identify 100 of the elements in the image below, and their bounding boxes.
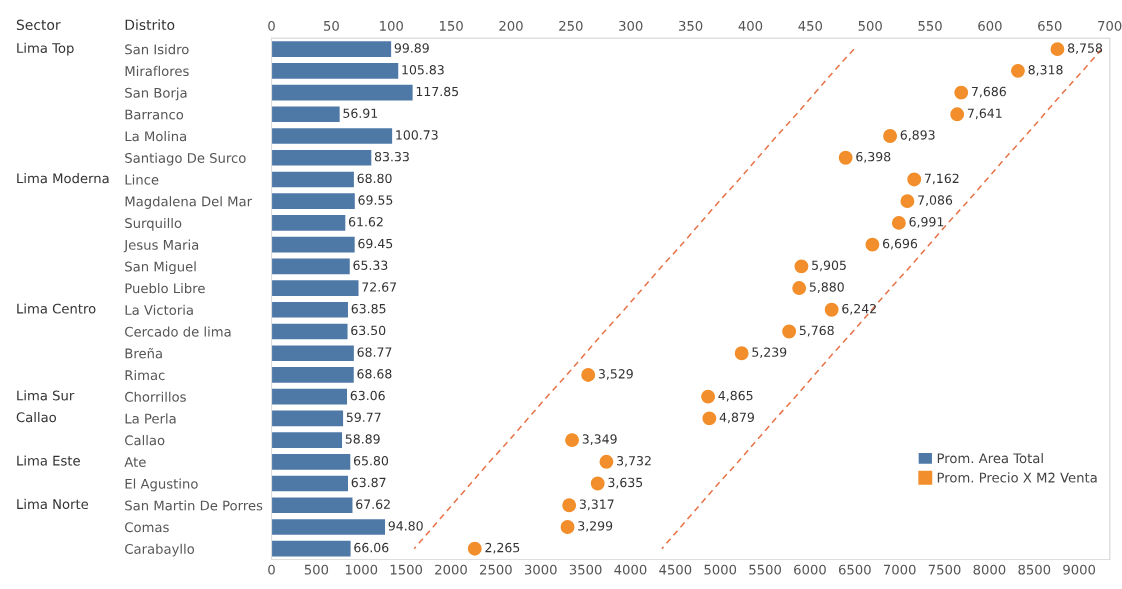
data-label: 4,879 <box>719 412 754 424</box>
data-label: 8,318 <box>1028 65 1063 76</box>
data-label: 6,696 <box>882 238 918 250</box>
text: Lima Sur <box>17 390 75 401</box>
x-tick-label: 1000 <box>345 564 378 575</box>
y-tick-label: Comas <box>125 522 169 533</box>
point <box>702 411 717 426</box>
y-tick-label: San Borja <box>125 87 187 101</box>
legend-label: Prom. Area Total <box>937 452 1043 464</box>
x2-tick-label: 350 <box>679 20 703 31</box>
data-label: 67.62 <box>356 499 390 509</box>
x2-tick-label: 600 <box>978 20 1002 31</box>
x2-tick-label: 500 <box>858 20 882 31</box>
data-label: 59.77 <box>346 412 381 422</box>
y-tick-label: Miraflores <box>125 65 189 77</box>
point <box>701 389 716 404</box>
y-tick-label: Pueblo Libre <box>125 283 205 294</box>
x-tick-label: 7500 <box>928 564 961 575</box>
point <box>581 367 596 382</box>
data-label: 83.33 <box>374 151 409 162</box>
point <box>562 498 577 513</box>
point <box>1011 63 1025 78</box>
y-tick-label: Callao <box>125 435 165 446</box>
text: Sector <box>16 19 61 31</box>
data-label: 65.33 <box>353 260 388 270</box>
x2-tick-label: 150 <box>439 20 463 31</box>
data-label: 3,317 <box>579 499 614 511</box>
data-label: 7,086 <box>918 195 953 207</box>
data-label: 68.68 <box>357 369 392 379</box>
x2-tick-label: 700 <box>1098 20 1122 31</box>
point <box>900 194 915 209</box>
point <box>794 259 809 274</box>
data-label: 3,635 <box>608 477 643 489</box>
y-tick-label: Chorrillos <box>125 391 186 402</box>
y-tick-label: La Victoria <box>125 304 193 315</box>
data-label: 7,686 <box>971 86 1006 98</box>
point <box>838 150 853 165</box>
data-label: 72.67 <box>362 282 397 292</box>
data-label: 99.89 <box>394 43 429 53</box>
data-label: 3,732 <box>617 455 651 467</box>
data-label: 6,991 <box>909 217 944 228</box>
data-label: 63.85 <box>351 303 386 314</box>
y-tick-label: Lince <box>125 174 159 185</box>
data-label: 94.80 <box>388 521 423 531</box>
x-tick-label: 3500 <box>569 564 602 575</box>
data-label: 6,398 <box>856 151 891 163</box>
legend-label: Prom. Precio X M2 Venta <box>937 472 1097 483</box>
point <box>1050 42 1065 57</box>
y-tick-label: San Isidro <box>125 44 189 55</box>
x-tick-label: 6000 <box>794 564 826 575</box>
data-label: 58.89 <box>345 434 380 444</box>
x-tick-label: 2000 <box>435 564 467 575</box>
y-tick-label: Surquillo <box>125 217 182 231</box>
data-label: 100.73 <box>396 130 438 140</box>
x-tick-label: 7000 <box>883 564 916 575</box>
data-label: 3,299 <box>578 521 613 532</box>
x-tick-label: 2500 <box>480 564 512 575</box>
y-tick-label: Cercado de lima <box>125 326 231 337</box>
x-tick-label: 3000 <box>524 564 557 575</box>
data-label: 6,893 <box>900 130 935 141</box>
point <box>865 237 880 252</box>
x2-tick-label: 550 <box>918 20 942 31</box>
text: Distrito <box>125 19 175 31</box>
y-tick-label: Barranco <box>125 109 184 120</box>
y-tick-label: La Perla <box>125 413 176 424</box>
point <box>792 281 807 296</box>
point <box>599 454 614 469</box>
x-tick-label: 9000 <box>1063 564 1096 575</box>
y-tick-label: San Miguel <box>125 261 196 275</box>
text: Lima Este <box>17 455 80 466</box>
data-label: 105.83 <box>402 65 444 75</box>
text: Lima Centro <box>17 303 96 314</box>
text: Lima Moderna <box>17 173 109 184</box>
data-label: 5,768 <box>799 325 834 337</box>
point <box>560 520 575 534</box>
x2-tick-label: 200 <box>499 20 523 31</box>
data-label: 8,758 <box>1068 43 1103 55</box>
y-tick-label: Jesus Maria <box>123 239 199 253</box>
x2-tick-label: 300 <box>619 20 643 31</box>
x2-tick-label: 450 <box>798 20 823 31</box>
point <box>907 172 922 187</box>
data-label: 63.06 <box>350 390 385 401</box>
x2-tick-label: 400 <box>738 20 763 31</box>
data-label: 5,239 <box>752 347 787 359</box>
data-label: 117.85 <box>416 86 459 97</box>
y-tick-label: Magdalena Del Mar <box>125 196 253 209</box>
y-tick-label: La Molina <box>125 131 186 142</box>
x-tick-label: 0 <box>268 564 275 575</box>
data-label: 69.45 <box>358 238 393 249</box>
y-tick-label: El Agustino <box>125 478 198 492</box>
data-label: 5,905 <box>812 260 846 272</box>
text: Callao <box>16 411 57 423</box>
point <box>891 215 906 230</box>
data-label: 2,265 <box>485 542 520 554</box>
point <box>734 346 749 361</box>
x-tick-label: 8000 <box>973 564 1006 575</box>
data-label: 4,865 <box>718 390 753 402</box>
x2-tick-label: 650 <box>1038 20 1062 31</box>
data-label: 3,529 <box>598 369 633 380</box>
text: Lima Norte <box>17 498 89 510</box>
